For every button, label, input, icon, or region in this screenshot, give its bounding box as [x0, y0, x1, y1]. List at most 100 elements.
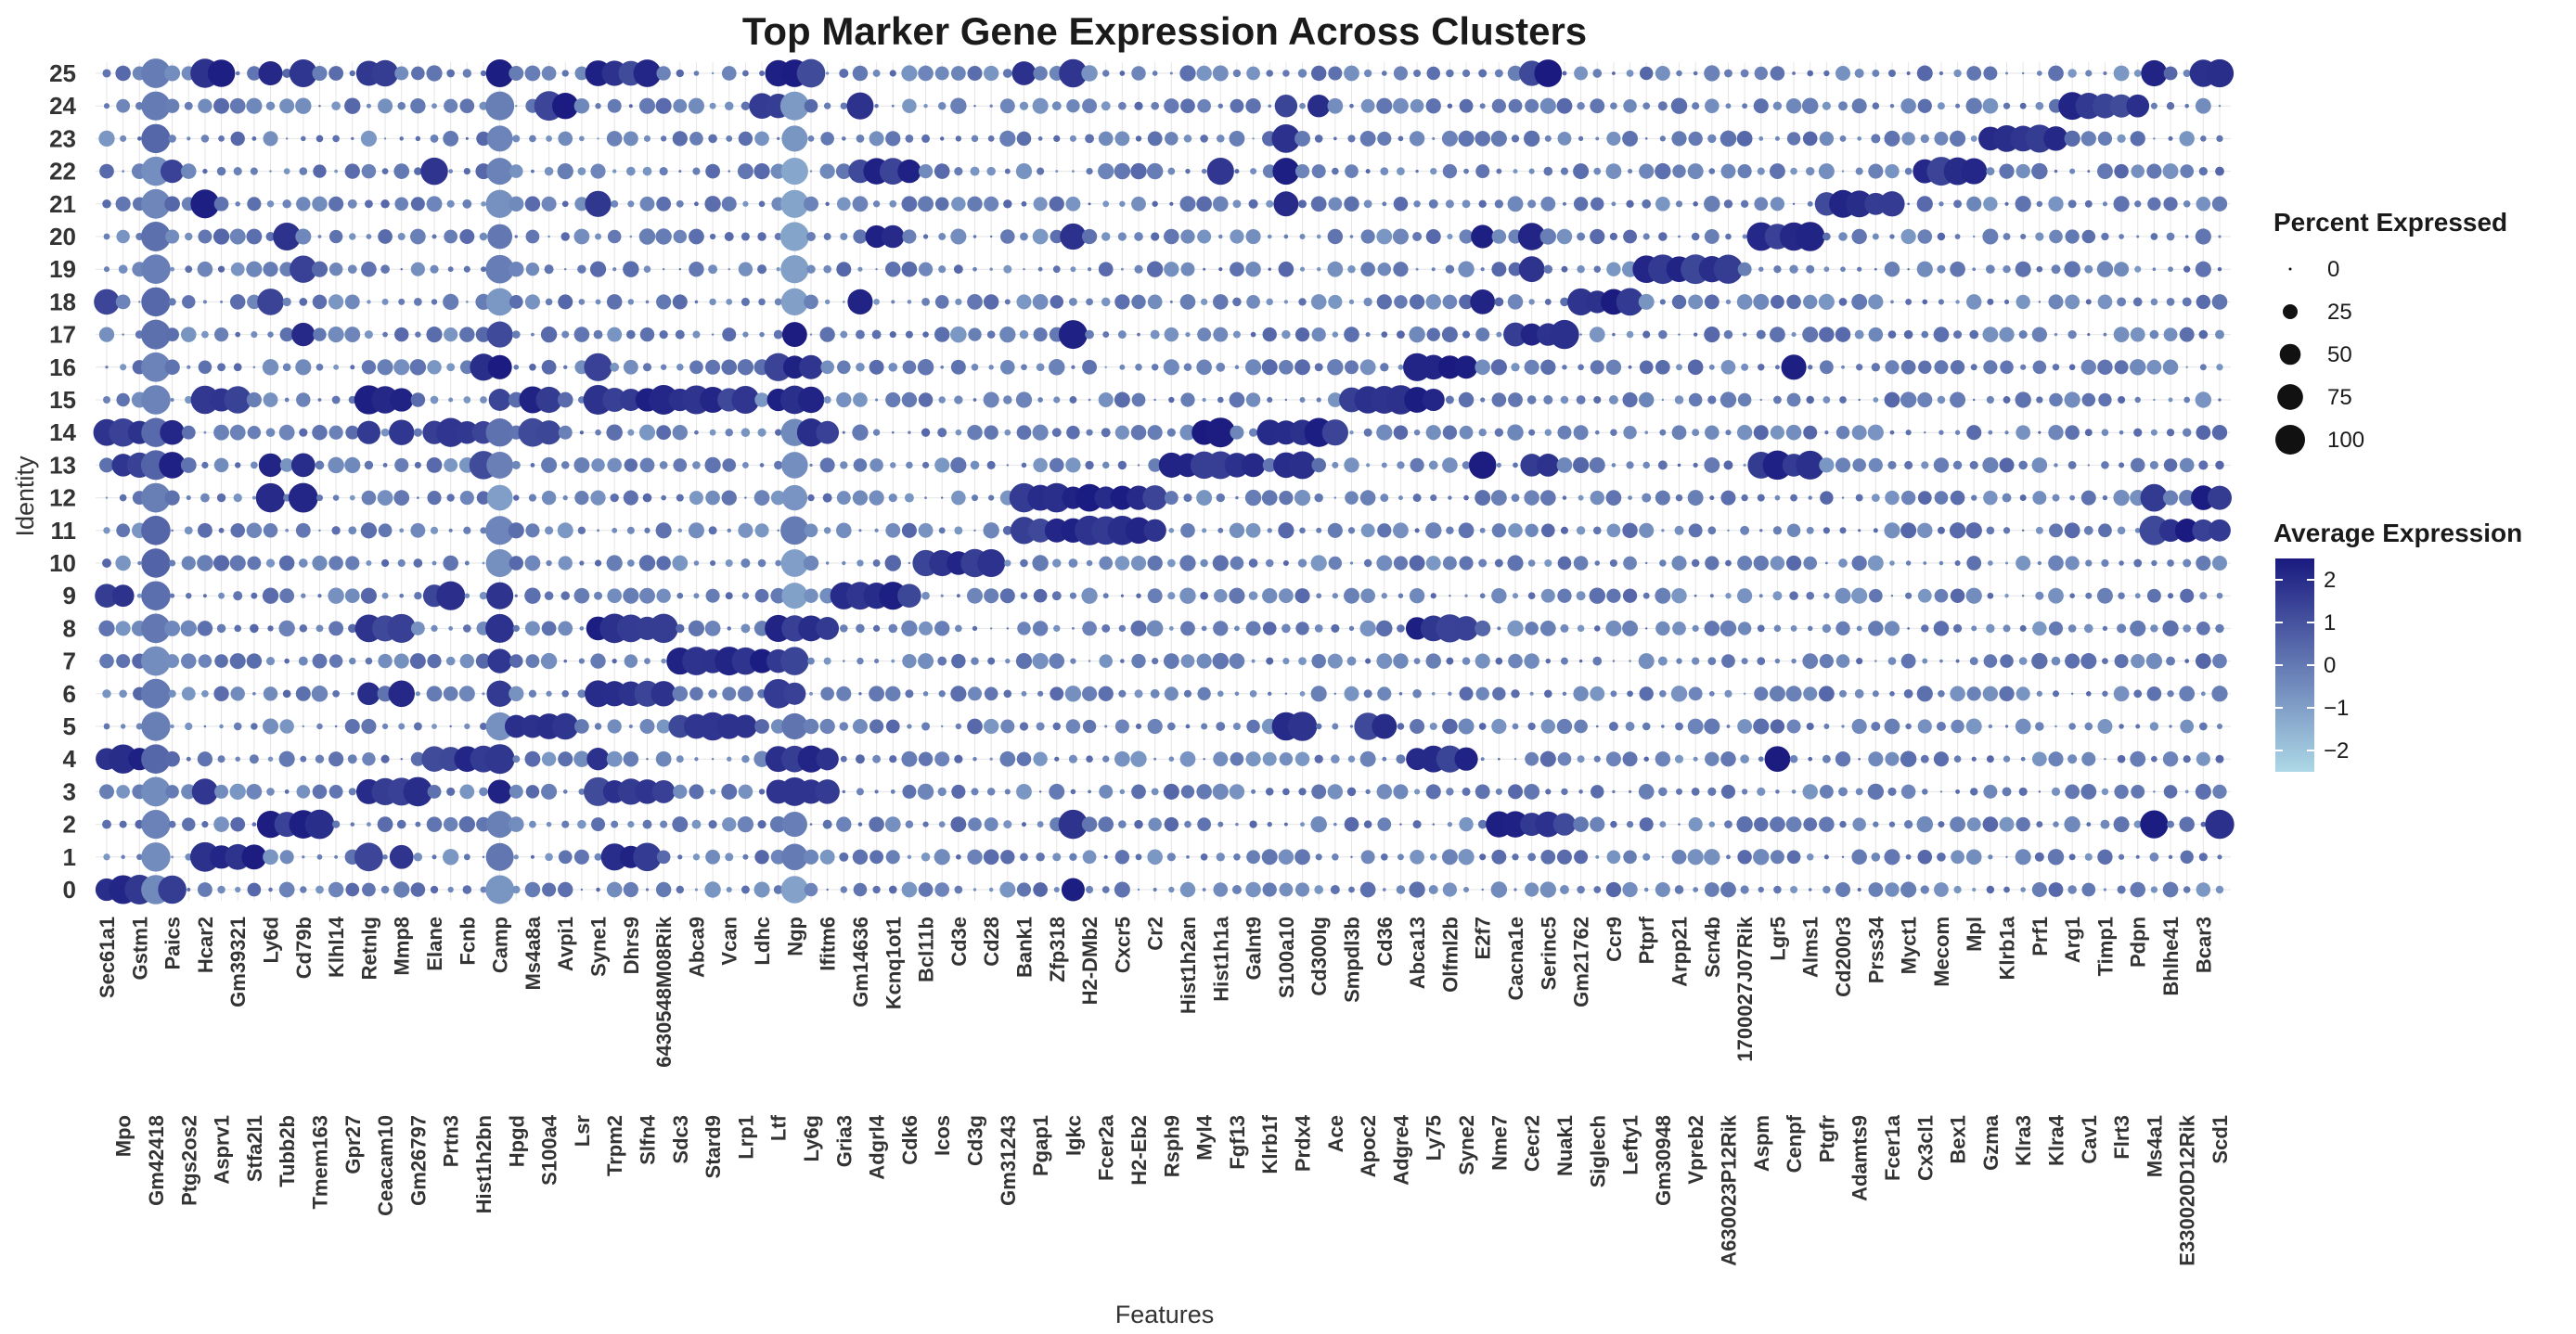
dot-Zfp318-0 — [1053, 887, 1060, 892]
dot-Cd200r3-9 — [1835, 587, 1851, 604]
dot-Lrp1-14 — [741, 428, 751, 437]
dot-Vpreb2-11 — [1688, 523, 1703, 538]
dot-Icos-22 — [934, 163, 950, 179]
size-legend-dot — [2275, 425, 2305, 455]
dot-Paics-0 — [158, 875, 187, 904]
dot-Paics-19 — [170, 266, 175, 272]
dot-Prtn3-19 — [447, 266, 454, 273]
dot-Serinc5-23 — [1544, 135, 1552, 142]
dot-S100a4-17 — [540, 326, 558, 343]
dot-Galnt9-19 — [1245, 261, 1261, 277]
dot-Bcl11b-1 — [921, 853, 931, 862]
dot-Gm21762-15 — [1576, 395, 1586, 404]
dot-Bcl11b-5 — [921, 722, 931, 731]
dot-S100a10-7 — [1282, 658, 1290, 665]
dot-Fgf13-2 — [1235, 822, 1239, 827]
dot-Myl4-17 — [1197, 327, 1212, 342]
dot-Klrb1f-8 — [1262, 622, 1277, 635]
dot-Stard9-6 — [708, 688, 717, 699]
dot-Hist1h1a-20 — [1218, 234, 1223, 239]
dot-Bhlhe41-17 — [2163, 327, 2178, 341]
dot-Lsr-20 — [573, 228, 590, 245]
dot-Ms4a1-7 — [2145, 652, 2163, 670]
dot-Vcan-20 — [724, 232, 734, 241]
dot-Lefty1-9 — [1622, 588, 1638, 603]
dot-Lgr5-23 — [1774, 135, 1780, 141]
dot-Cacna1e-2 — [1501, 811, 1529, 838]
dot-Fcnb-0 — [462, 885, 472, 894]
dot-Apoc2-1 — [1360, 850, 1375, 865]
dot-Ifitm6-6 — [820, 686, 834, 701]
dot-Cecr2-17 — [1520, 323, 1543, 346]
dot-Kcnq1ot1-17 — [889, 331, 896, 339]
dot-A630023P12Rik-1 — [1726, 854, 1731, 860]
dot-6430548M08Rik-21 — [656, 196, 672, 212]
dot-Klra3-17 — [2018, 330, 2028, 340]
dot-Cav1-18 — [2085, 299, 2092, 305]
dot-Zfp318-1 — [1052, 853, 1062, 862]
dot-Paics-12 — [164, 490, 180, 506]
x-tick-label: Lrp1 — [734, 1115, 757, 1160]
dot-Cd3g-9 — [967, 587, 984, 604]
dot-Vpreb2-9 — [1694, 594, 1697, 597]
dot-Adamts9-11 — [1858, 529, 1861, 532]
dot-Ifitm6-17 — [819, 327, 835, 342]
dot-Stfa2l1-17 — [251, 331, 258, 339]
dot-Vpreb2-4 — [1693, 756, 1698, 762]
dot-Rsph9-20 — [1164, 228, 1179, 245]
dot-S100a10-1 — [1278, 849, 1294, 866]
dot-Gm30948-4 — [1655, 751, 1671, 767]
dot-Cd200r3-7 — [1835, 654, 1850, 668]
dot-Stard9-25 — [711, 71, 715, 75]
dot-Ptgs2os2-13 — [180, 456, 197, 473]
dot-Flrt3-13 — [2119, 462, 2125, 468]
dot-Ngp-13 — [781, 452, 808, 479]
dot-Stard9-3 — [709, 789, 716, 795]
dot-Klra4-5 — [2054, 725, 2057, 728]
dot-Cr2-7 — [1152, 657, 1159, 665]
dot-6430548M08Rik-5 — [656, 719, 671, 734]
dot-Klra4-21 — [2048, 196, 2064, 212]
dot-E330020D12Rik-15 — [2183, 396, 2191, 404]
dot-Mmp8-9 — [399, 593, 405, 598]
dot-Gm21762-0 — [1577, 885, 1585, 894]
dot-Sec61a1-10 — [102, 558, 111, 568]
x-tick-label: Myl4 — [1193, 1114, 1217, 1161]
dot-Gm21762-12 — [1578, 494, 1584, 501]
dot-Asprv1-9 — [218, 592, 225, 599]
dot-Klra4-3 — [2051, 787, 2061, 797]
dot-Tubb2b-13 — [279, 458, 294, 472]
dot-Gm21762-16 — [1578, 364, 1584, 371]
dot-Smpdl3b-18 — [1348, 299, 1355, 305]
dot-Cecr2-6 — [1529, 691, 1534, 696]
dot-Syne2-24 — [1459, 98, 1474, 113]
x-tick-label: Apoc2 — [1357, 1115, 1380, 1177]
dot-Ngp-10 — [780, 549, 809, 577]
dot-Lrp1-17 — [742, 331, 749, 338]
dot-Camp-18 — [485, 288, 514, 316]
dot-H2-DMb2-10 — [1086, 559, 1093, 567]
dot-Ccr9-22 — [1605, 163, 1622, 180]
dot-Gpr27-4 — [347, 754, 357, 764]
dot-Prdx4-18 — [1298, 298, 1307, 306]
dot-Cd28-15 — [983, 391, 999, 408]
dot-Fcer1a-3 — [1887, 787, 1897, 796]
dot-Lrp1-16 — [737, 359, 754, 376]
dot-Stfa2l1-10 — [247, 556, 262, 571]
dot-Flrt3-9 — [2118, 592, 2125, 599]
dot-Fgf13-24 — [1230, 98, 1244, 113]
x-tick-label: Hcar2 — [194, 917, 217, 973]
dot-Myct1-25 — [1906, 71, 1911, 75]
dot-Ptgfr-22 — [1818, 163, 1835, 180]
dot-Prdx4-8 — [1295, 622, 1309, 635]
dot-Ms4a1-24 — [2150, 102, 2157, 109]
dot-Klra3-21 — [2015, 196, 2031, 212]
dot-A630023P12Rik-12 — [1720, 490, 1736, 506]
dot-Klrb1a-6 — [1999, 686, 2015, 701]
dot-Adgrl4-20 — [865, 224, 888, 249]
dot-Camp-14 — [485, 418, 514, 447]
dot-Klra4-8 — [2048, 621, 2064, 635]
dot-Gm14636-6 — [858, 692, 862, 696]
dot-Hist1h2an-25 — [1179, 65, 1196, 82]
dot-Aspm-11 — [1759, 529, 1763, 532]
